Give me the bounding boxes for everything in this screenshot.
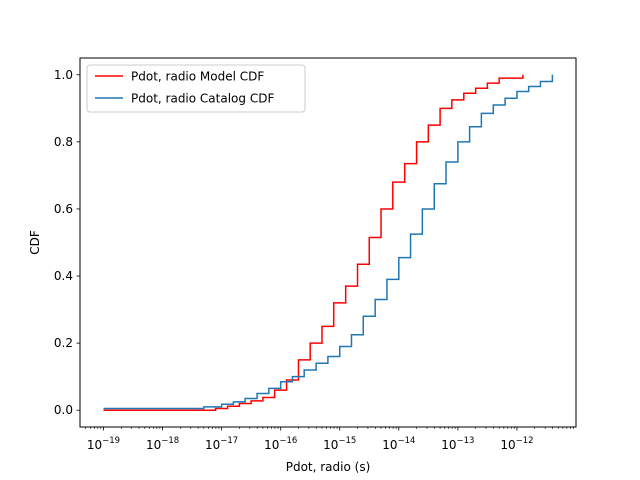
y-axis-label: CDF (28, 230, 42, 255)
x-tick-label: 10−18 (146, 436, 179, 452)
series-layer (103, 74, 554, 411)
x-tick-label: 10−16 (264, 436, 297, 452)
legend: Pdot, radio Model CDF Pdot, radio Catalo… (86, 64, 306, 113)
y-tick-label: 1.0 (54, 68, 73, 82)
y-tick-label: 0.6 (54, 202, 73, 216)
y-tick-label: 0.0 (54, 403, 73, 417)
y-tick-label: 0.8 (54, 135, 73, 149)
series-1-line (103, 74, 554, 410)
legend-label-model: Pdot, radio Model CDF (131, 70, 264, 84)
legend-box (86, 64, 306, 113)
x-tick-label: 10−12 (500, 436, 533, 452)
x-tick-label: 10−17 (205, 436, 238, 452)
series-0-line (103, 74, 524, 411)
x-tick-label: 10−13 (441, 436, 474, 452)
x-tick-label: 10−19 (87, 436, 120, 452)
y-tick-label: 0.4 (54, 269, 73, 283)
x-tick-label: 10−14 (382, 436, 415, 452)
axes-frame (79, 57, 577, 428)
y-tick-label: 0.2 (54, 336, 73, 350)
plot-area: 10−19 10−18 10−17 10−16 10−15 10−14 10−13 10−12… (54, 57, 577, 452)
x-axis-label: Pdot, radio (s) (286, 460, 371, 474)
legend-label-catalog: Pdot, radio Catalog CDF (131, 92, 274, 106)
x-tick-label: 10−15 (323, 436, 356, 452)
series-0 (103, 74, 524, 411)
y-axis-ticks: 0.0 0.2 0.4 0.6 0.8 1.0 (54, 68, 80, 417)
series-1 (103, 74, 554, 410)
x-axis-ticks: 10−19 10−18 10−17 10−16 10−15 10−14 10−13 10−12 (85, 427, 574, 452)
